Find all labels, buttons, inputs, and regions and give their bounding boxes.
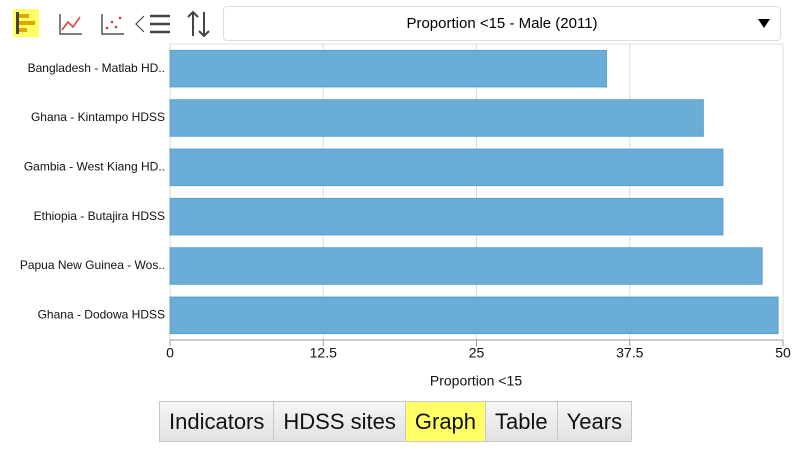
scatter-icon[interactable] (101, 14, 124, 35)
x-tick-label: 50 (775, 345, 791, 361)
tab[interactable]: HDSS sites (274, 402, 406, 441)
dropdown-label: Proportion <15 - Male (2011) (406, 15, 598, 32)
indicator-dropdown[interactable]: Proportion <15 - Male (2011) (223, 6, 781, 41)
tab[interactable]: Indicators (160, 402, 275, 441)
y-tick-label: Gambia - West Kiang HD.. (24, 160, 165, 174)
tab[interactable]: Graph (405, 402, 487, 441)
bar (169, 197, 724, 236)
x-tick-label: 37.5 (616, 345, 643, 361)
toolbar (13, 9, 210, 38)
dropdown-arrow (758, 19, 770, 28)
y-tick-label: Ghana - Dodowa HDSS (38, 308, 165, 322)
bar (169, 247, 763, 285)
tab[interactable]: Table (486, 402, 558, 441)
line-chart-icon[interactable] (59, 14, 82, 35)
x-tick-label: 12.5 (310, 345, 337, 361)
x-tick-label: 0 (166, 345, 174, 361)
y-tick-label: Papua New Guinea - Wos.. (20, 258, 165, 272)
y-tick-label: Ghana - Kintampo HDSS (31, 110, 165, 124)
bar (169, 49, 607, 88)
chart: Proportion <15 0 12.5 25 37.5 50 Bangladesh -… (13, 9, 791, 389)
tab[interactable]: Years (557, 402, 632, 441)
bar (169, 148, 724, 187)
tab-bar: Indicators HDSS sites Graph Table Years (159, 401, 633, 442)
swap-icon[interactable] (187, 10, 210, 38)
x-axis-label: Proportion <15 (430, 373, 522, 389)
bar (169, 99, 704, 137)
sort-list-icon[interactable] (135, 14, 170, 34)
y-tick-label: Bangladesh - Matlab HD.. (28, 61, 165, 75)
bar (169, 296, 779, 335)
x-tick-label: 25 (469, 345, 485, 361)
bar-chart-icon[interactable] (13, 9, 39, 37)
y-tick-label: Ethiopia - Butajira HDSS (34, 209, 165, 223)
